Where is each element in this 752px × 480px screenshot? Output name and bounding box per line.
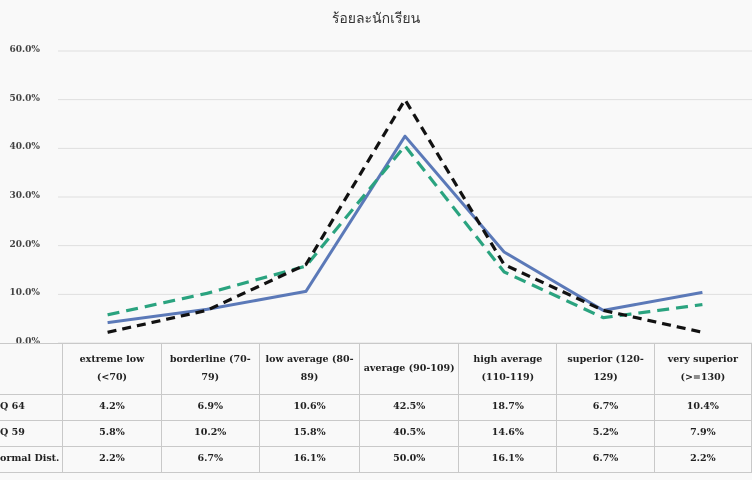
table-row: ormal Dist. 2.2% 6.7% 16.1% 50.0% 16.1% 6.7% 2.… bbox=[0, 446, 752, 473]
table-corner bbox=[0, 343, 64, 395]
data-cell: 15.8% bbox=[258, 420, 361, 447]
series-label: Q 64 bbox=[0, 394, 64, 421]
category-header: superior (120-129) bbox=[556, 343, 655, 395]
data-table: extreme low (<70) borderline (70-79) low a… bbox=[0, 343, 752, 473]
category-header: low average (80-89) bbox=[258, 343, 361, 395]
y-tick-label: 10.0% bbox=[9, 288, 40, 299]
data-cell: 14.6% bbox=[458, 420, 558, 447]
data-cell: 10.2% bbox=[160, 420, 260, 447]
data-cell: 10.6% bbox=[258, 394, 361, 421]
y-tick-label: 50.0% bbox=[9, 93, 40, 104]
y-tick-label: 30.0% bbox=[9, 191, 40, 201]
data-cell: 5.2% bbox=[556, 420, 655, 447]
series-label-text: Q 59 bbox=[0, 427, 25, 439]
data-cell: 5.8% bbox=[62, 420, 162, 447]
data-cell: 50.0% bbox=[359, 446, 460, 473]
series-line-3 bbox=[107, 98, 703, 334]
table-row: Q 64 4.2% 6.9% 10.6% 42.5% 18.7% 6.7% 10.4% bbox=[0, 394, 752, 421]
series-label-text: Q 64 bbox=[0, 401, 25, 413]
data-cell: 6.7% bbox=[556, 394, 655, 421]
data-cell: 6.7% bbox=[160, 446, 260, 473]
data-cell: 10.4% bbox=[653, 394, 752, 421]
category-header: very superior (>=130) bbox=[653, 343, 752, 395]
y-tick-label: 0.0% bbox=[15, 337, 40, 347]
category-header: high average (110-119) bbox=[458, 343, 558, 395]
data-cell: 16.1% bbox=[258, 446, 361, 473]
series-line-2 bbox=[107, 144, 703, 320]
data-cell: 2.2% bbox=[62, 446, 162, 473]
series-label: Q 59 bbox=[0, 420, 64, 447]
series-label-text: ormal Dist. bbox=[0, 453, 60, 465]
y-tick-label: 60.0% bbox=[9, 45, 40, 55]
data-cell: 16.1% bbox=[458, 446, 558, 473]
table-row: Q 59 5.8% 10.2% 15.8% 40.5% 14.6% 5.2% 7.9% bbox=[0, 420, 752, 447]
data-cell: 7.9% bbox=[653, 420, 752, 447]
y-tick-label: 20.0% bbox=[9, 239, 40, 250]
category-header: borderline (70-79) bbox=[160, 343, 260, 395]
data-cell: 6.7% bbox=[556, 446, 655, 473]
y-tick-label: 40.0% bbox=[9, 142, 40, 153]
line-chart bbox=[58, 50, 752, 344]
data-cell: 42.5% bbox=[359, 394, 460, 421]
category-header: average (90-109) bbox=[359, 343, 460, 395]
data-cell: 6.9% bbox=[160, 394, 260, 421]
data-cell: 2.2% bbox=[653, 446, 752, 473]
data-cell: 40.5% bbox=[359, 420, 460, 447]
series-line-1 bbox=[107, 134, 703, 325]
data-cell: 18.7% bbox=[458, 394, 558, 421]
category-header: extreme low (<70) bbox=[62, 343, 162, 395]
data-cell: 4.2% bbox=[62, 394, 162, 421]
series-label: ormal Dist. bbox=[0, 446, 64, 473]
chart-title: ร้อยละนักเรียน bbox=[331, 11, 421, 27]
